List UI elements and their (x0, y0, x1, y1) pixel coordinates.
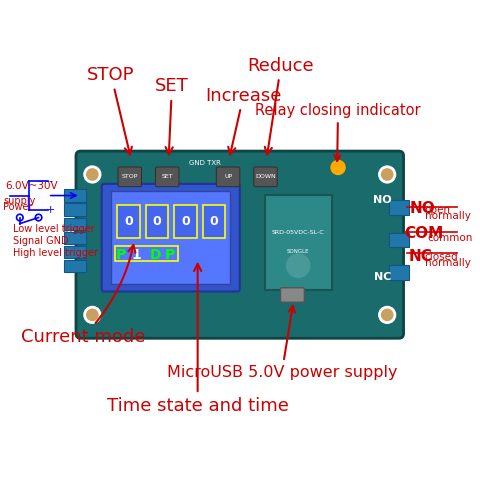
Circle shape (379, 166, 396, 183)
FancyBboxPatch shape (64, 246, 86, 258)
FancyBboxPatch shape (174, 205, 197, 238)
Circle shape (87, 309, 98, 321)
Text: 0: 0 (210, 215, 218, 228)
Circle shape (287, 254, 310, 277)
FancyBboxPatch shape (76, 151, 404, 338)
FancyBboxPatch shape (64, 190, 86, 202)
FancyBboxPatch shape (254, 167, 277, 187)
Text: NC: NC (408, 249, 432, 264)
FancyBboxPatch shape (111, 191, 230, 285)
Text: 0: 0 (153, 215, 161, 228)
Text: STOP: STOP (121, 174, 138, 180)
Text: SET: SET (155, 77, 189, 155)
Text: P: P (115, 248, 126, 262)
Text: NO: NO (409, 201, 435, 216)
Circle shape (87, 169, 98, 180)
Text: closed: closed (425, 252, 458, 262)
Text: Power: Power (3, 202, 33, 212)
Circle shape (84, 306, 101, 324)
Text: Time state and time: Time state and time (107, 264, 288, 415)
Text: NO: NO (373, 195, 392, 205)
FancyBboxPatch shape (146, 205, 168, 238)
FancyBboxPatch shape (64, 217, 86, 230)
Text: D: D (150, 248, 161, 262)
Text: open: open (425, 204, 451, 215)
FancyBboxPatch shape (64, 260, 86, 272)
Text: Increase: Increase (205, 86, 282, 155)
Text: UP: UP (224, 174, 232, 180)
Text: Reduce: Reduce (248, 57, 314, 155)
Text: 0: 0 (124, 215, 133, 228)
Text: 1: 1 (132, 248, 142, 262)
FancyBboxPatch shape (216, 167, 240, 187)
Text: GND TXR: GND TXR (189, 160, 221, 166)
Text: High level trigger: High level trigger (13, 248, 97, 258)
Circle shape (382, 309, 393, 321)
FancyBboxPatch shape (389, 200, 408, 215)
Circle shape (382, 169, 393, 180)
FancyBboxPatch shape (389, 265, 408, 280)
Text: COM: COM (405, 226, 444, 240)
Text: DOWN: DOWN (255, 174, 276, 180)
Text: Current mode: Current mode (21, 245, 145, 346)
Text: Signal GND: Signal GND (13, 236, 69, 246)
Text: STOP: STOP (87, 66, 135, 155)
Text: 0: 0 (181, 215, 190, 228)
FancyBboxPatch shape (118, 167, 142, 187)
Text: Low level trigger: Low level trigger (13, 224, 95, 234)
Circle shape (84, 166, 101, 183)
FancyBboxPatch shape (117, 205, 140, 238)
Text: common: common (427, 233, 472, 243)
Text: SET: SET (161, 174, 173, 180)
FancyBboxPatch shape (156, 167, 179, 187)
FancyBboxPatch shape (280, 288, 304, 302)
Circle shape (331, 160, 345, 174)
Text: SRD-05VDC-SL-C: SRD-05VDC-SL-C (272, 230, 324, 236)
Text: supply: supply (3, 196, 36, 206)
Text: +: + (46, 204, 55, 215)
Text: SONGLE: SONGLE (287, 249, 310, 254)
Text: MicroUSB 5.0V power supply: MicroUSB 5.0V power supply (167, 306, 397, 380)
Text: Relay closing indicator: Relay closing indicator (255, 103, 421, 161)
Text: normally: normally (425, 211, 470, 221)
FancyBboxPatch shape (389, 232, 408, 248)
FancyBboxPatch shape (64, 231, 86, 244)
Text: -: - (48, 177, 52, 187)
Text: normally: normally (425, 258, 470, 268)
FancyBboxPatch shape (203, 205, 225, 238)
Text: NC: NC (374, 273, 391, 282)
Text: P: P (165, 248, 175, 262)
FancyBboxPatch shape (64, 204, 86, 216)
Text: 6.0V~30V: 6.0V~30V (5, 180, 58, 191)
Circle shape (379, 306, 396, 324)
FancyBboxPatch shape (102, 184, 240, 291)
FancyBboxPatch shape (264, 194, 332, 290)
